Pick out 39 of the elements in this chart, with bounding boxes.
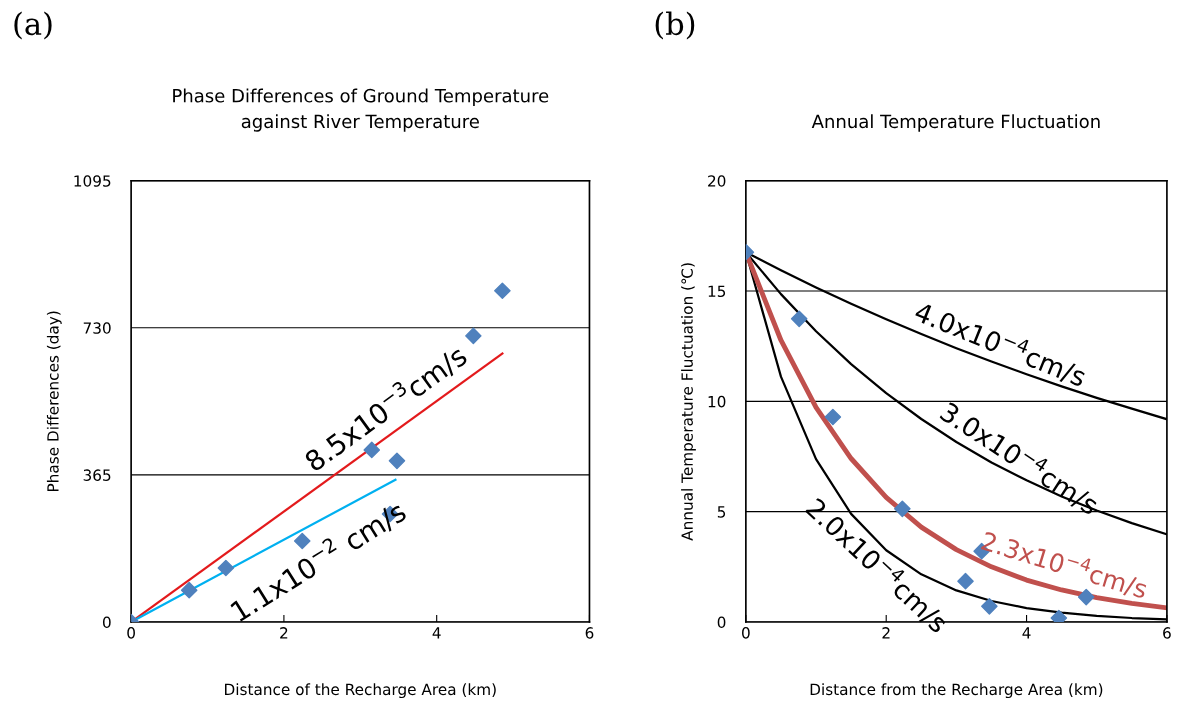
chart-title: Phase Differences of Ground Temperature against River Temperature	[173, 88, 549, 132]
point	[180, 581, 198, 599]
x-tick-label: 0	[127, 627, 135, 639]
y-axis-title: Phase Differences (day)	[46, 311, 62, 492]
y-tick-label: 10	[708, 395, 726, 408]
annotation: 1.1x10$^{−2}$ cm/s	[227, 496, 409, 624]
y-tick-label: 15	[708, 285, 726, 298]
annotation: 8.5x10$^{−3}$cm/s	[300, 340, 470, 475]
annotation: 2.3x10$^{−4}$cm/s	[980, 527, 1150, 601]
x-tick-label: 6	[1163, 627, 1171, 639]
point	[894, 500, 911, 518]
x-axis-title: Distance from the Recharge Area (km)	[810, 683, 1103, 699]
point	[790, 310, 808, 328]
y-tick-label: 730	[83, 322, 111, 334]
y-tick-label: 0	[717, 616, 726, 629]
point	[957, 572, 974, 590]
point	[824, 408, 842, 426]
x-tick-label: 6	[585, 627, 594, 639]
chart-title: Annual Temperature Fluctuation	[811, 114, 1100, 132]
point	[465, 327, 482, 345]
x-tick-label: 4	[1022, 627, 1031, 639]
y-tick-label: 1095	[74, 175, 111, 187]
text: (b)	[655, 11, 695, 40]
point	[981, 598, 998, 615]
annotation: 4.0x10$^{−4}$cm/s	[912, 297, 1089, 390]
x-tick-label: 4	[432, 627, 441, 639]
y-tick-label: 0	[102, 616, 111, 629]
x-axis-title: Distance of the Recharge Area (km)	[225, 683, 496, 699]
y-axis-title: Annual Temperature Fluctuation (℃)	[681, 263, 696, 541]
x-tick-label: 0	[742, 627, 750, 639]
text: (a)	[14, 11, 52, 40]
y-tick-label: 5	[717, 506, 726, 518]
y-tick-label: 365	[83, 469, 111, 481]
x-tick-label: 2	[280, 627, 288, 639]
y-tick-label: 20	[708, 175, 726, 187]
point	[494, 282, 511, 300]
point	[388, 452, 406, 470]
point	[293, 532, 311, 550]
x-tick-label: 2	[882, 627, 890, 639]
